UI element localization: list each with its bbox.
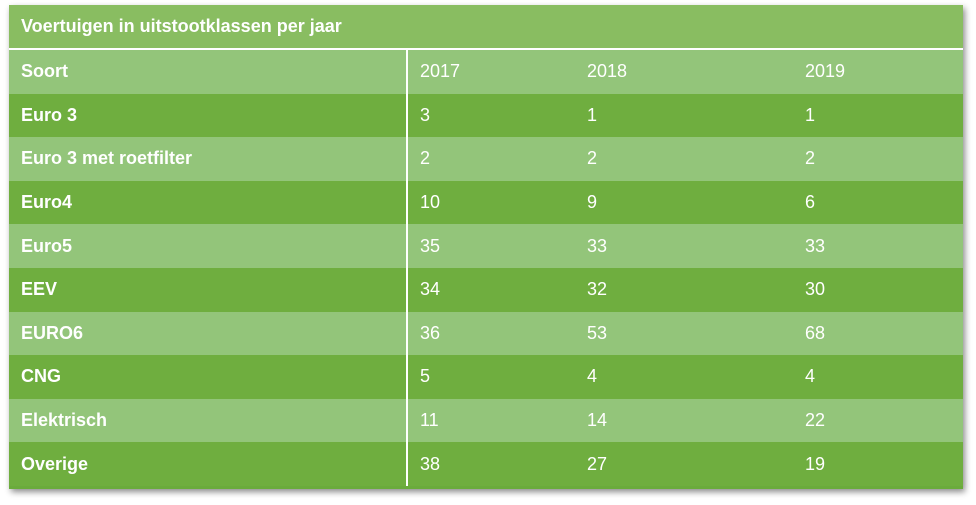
cell-2018: 1 bbox=[575, 93, 793, 138]
cell-2018: 2 bbox=[575, 137, 793, 181]
cell-2017: 36 bbox=[407, 311, 575, 356]
table-title: Voertuigen in uitstootklassen per jaar bbox=[9, 5, 963, 50]
cell-2017: 5 bbox=[407, 355, 575, 399]
cell-2017: 2 bbox=[407, 137, 575, 181]
table-header-row: Soort 2017 2018 2019 bbox=[9, 49, 963, 94]
cell-2019: 1 bbox=[793, 93, 963, 138]
cell-2017: 35 bbox=[407, 224, 575, 268]
cell-2019: 4 bbox=[793, 355, 963, 399]
row-label: EEV bbox=[9, 267, 408, 312]
cell-2019: 2 bbox=[793, 137, 963, 181]
table-row: EEV 34 32 30 bbox=[9, 267, 963, 312]
header-2018: 2018 bbox=[575, 49, 793, 94]
table-row: CNG 5 4 4 bbox=[9, 355, 963, 399]
row-label: Euro5 bbox=[9, 224, 408, 268]
header-2019: 2019 bbox=[793, 49, 963, 94]
row-label: Euro 3 bbox=[9, 93, 408, 138]
header-2017: 2017 bbox=[407, 49, 575, 94]
cell-2018: 53 bbox=[575, 311, 793, 356]
table-row: Euro4 10 9 6 bbox=[9, 180, 963, 225]
cell-2019: 68 bbox=[793, 311, 963, 356]
row-label: EURO6 bbox=[9, 311, 408, 356]
table-frame: Voertuigen in uitstootklassen per jaar S… bbox=[9, 5, 963, 489]
row-label: Euro 3 met roetfilter bbox=[9, 137, 408, 181]
table-row: Euro 3 3 1 1 bbox=[9, 93, 963, 138]
cell-2017: 38 bbox=[407, 442, 575, 486]
table-row: Overige 38 27 19 bbox=[9, 442, 963, 486]
row-label: Elektrisch bbox=[9, 398, 408, 443]
table-row: Euro5 35 33 33 bbox=[9, 224, 963, 268]
emission-class-table: Voertuigen in uitstootklassen per jaar S… bbox=[9, 5, 963, 486]
cell-2018: 27 bbox=[575, 442, 793, 486]
table-row: EURO6 36 53 68 bbox=[9, 311, 963, 356]
row-label: Euro4 bbox=[9, 180, 408, 225]
table-title-row: Voertuigen in uitstootklassen per jaar bbox=[9, 5, 963, 50]
header-soort: Soort bbox=[9, 49, 408, 94]
row-label: Overige bbox=[9, 442, 408, 486]
cell-2018: 14 bbox=[575, 398, 793, 443]
cell-2017: 10 bbox=[407, 180, 575, 225]
cell-2019: 22 bbox=[793, 398, 963, 443]
cell-2019: 19 bbox=[793, 442, 963, 486]
row-label: CNG bbox=[9, 355, 408, 399]
cell-2017: 34 bbox=[407, 267, 575, 312]
cell-2017: 11 bbox=[407, 398, 575, 443]
cell-2019: 6 bbox=[793, 180, 963, 225]
cell-2019: 33 bbox=[793, 224, 963, 268]
table-row: Euro 3 met roetfilter 2 2 2 bbox=[9, 137, 963, 181]
cell-2018: 4 bbox=[575, 355, 793, 399]
cell-2019: 30 bbox=[793, 267, 963, 312]
table-row: Elektrisch 11 14 22 bbox=[9, 398, 963, 443]
cell-2018: 32 bbox=[575, 267, 793, 312]
cell-2018: 9 bbox=[575, 180, 793, 225]
cell-2018: 33 bbox=[575, 224, 793, 268]
cell-2017: 3 bbox=[407, 93, 575, 138]
